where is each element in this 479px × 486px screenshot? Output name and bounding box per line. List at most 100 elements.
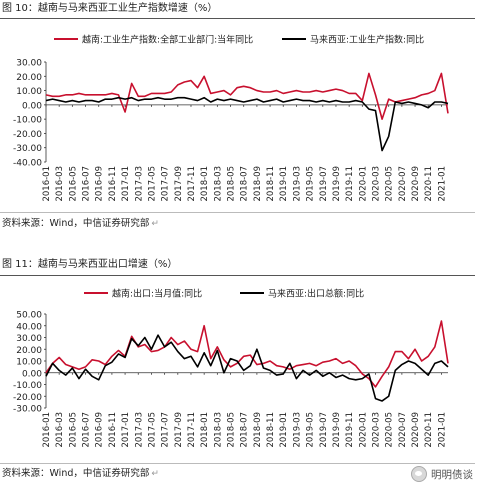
x-tick-label: 2017-07 <box>161 412 171 448</box>
figure-10-source-text: 资料来源：Wind，中信证券研究部 <box>2 218 150 229</box>
x-tick-label: 2017-07 <box>161 166 171 202</box>
x-tick-label: 2018-07 <box>240 412 250 448</box>
wechat-logo-icon <box>411 466 427 482</box>
figure-10-source-rule <box>0 212 475 213</box>
y-tick-label: -10.00 <box>13 381 42 391</box>
x-tick-label: 2018-03 <box>213 412 223 448</box>
x-tick-label: 2017-11 <box>187 166 197 202</box>
x-tick-label: 2018-03 <box>213 166 223 202</box>
x-tick-label: 2019-11 <box>345 412 355 448</box>
series-line-1 <box>45 334 449 402</box>
x-tick-label: 2016-05 <box>68 412 78 448</box>
x-tick-label: 2019-07 <box>319 166 329 202</box>
x-tick-label: 2016-03 <box>55 412 65 448</box>
x-tick-label: 2016-05 <box>68 166 78 202</box>
watermark: 明明债谈 <box>411 466 473 482</box>
x-tick-label: 2020-05 <box>385 166 395 202</box>
x-tick-label: 2016-09 <box>95 166 105 202</box>
x-tick-label: 2016-09 <box>95 412 105 448</box>
x-tick-label: 2019-01 <box>279 166 289 202</box>
x-tick-label: 2019-03 <box>292 166 302 202</box>
figure-10-source: 资料来源：Wind，中信证券研究部 ↵ <box>2 217 159 231</box>
watermark-text: 明明债谈 <box>431 468 473 481</box>
y-tick-label: -40.00 <box>13 159 42 169</box>
x-tick-label: 2019-05 <box>306 412 316 448</box>
x-tick-label: 2017-09 <box>174 412 184 448</box>
series-line-0 <box>45 72 449 120</box>
x-tick-label: 2018-01 <box>200 166 210 202</box>
figure-10-title: 图 10：越南与马来西亚工业生产指数增速（%） <box>2 2 217 16</box>
y-tick-label: 0.00 <box>22 369 42 379</box>
y-tick-label: -20.00 <box>13 393 42 403</box>
x-tick-label: 2017-11 <box>187 412 197 448</box>
x-tick-label: 2017-01 <box>121 166 131 202</box>
legend-label-0: 越南:工业生产指数:全部工业部门:当年同比 <box>82 34 253 46</box>
figure-10-title-text: 图 10：越南与马来西亚工业生产指数增速（%） <box>2 3 218 14</box>
series-line-0 <box>45 320 449 388</box>
y-tick-label: -30.00 <box>13 405 42 415</box>
y-tick-label: 50.00 <box>16 311 42 321</box>
x-tick-label: 2020-09 <box>411 166 421 202</box>
x-tick-label: 2018-01 <box>200 412 210 448</box>
figure-11-source-rule <box>0 463 475 464</box>
figure-11-title-text: 图 11：越南与马来西亚出口增速（%） <box>2 259 178 270</box>
figure-11-source: 资料来源：Wind，中信证券研究部 ↵ <box>2 467 159 481</box>
figure-11-title-rule <box>0 275 475 276</box>
x-tick-label: 2020-09 <box>411 412 421 448</box>
figure-10-title-rule <box>0 18 475 19</box>
x-tick-label: 2019-09 <box>332 166 342 202</box>
x-tick-label: 2020-11 <box>424 166 434 202</box>
x-tick-label: 2020-03 <box>372 412 382 448</box>
series-line-1 <box>45 96 449 152</box>
x-tick-label: 2019-11 <box>345 166 355 202</box>
legend-label-1: 马来西亚:工业生产指数:同比 <box>310 34 424 46</box>
y-tick-label: -10.00 <box>13 116 42 126</box>
legend-label-1: 马来西亚:出口总额:同比 <box>268 288 364 300</box>
x-tick-label: 2018-07 <box>240 166 250 202</box>
y-tick-label: 0.00 <box>22 101 42 111</box>
x-tick-label: 2018-09 <box>253 412 263 448</box>
x-tick-label: 2016-01 <box>42 412 52 448</box>
x-tick-label: 2017-01 <box>121 412 131 448</box>
y-tick-label: 20.00 <box>16 73 42 83</box>
x-tick-label: 2020-05 <box>385 412 395 448</box>
x-tick-label: 2020-01 <box>358 412 368 448</box>
x-tick-label: 2016-01 <box>42 166 52 202</box>
x-tick-label: 2017-05 <box>147 166 157 202</box>
x-tick-label: 2020-07 <box>398 412 408 448</box>
x-tick-label: 2017-05 <box>147 412 157 448</box>
x-tick-label: 2016-11 <box>108 412 118 448</box>
x-tick-label: 2016-11 <box>108 166 118 202</box>
x-tick-label: 2018-09 <box>253 166 263 202</box>
y-tick-label: 10.00 <box>16 358 42 368</box>
y-tick-label: 20.00 <box>16 346 42 356</box>
x-tick-label: 2016-03 <box>55 166 65 202</box>
return-mark-icon: ↵ <box>151 469 159 479</box>
x-tick-label: 2019-09 <box>332 412 342 448</box>
x-tick-label: 2019-05 <box>306 166 316 202</box>
x-tick-label: 2018-05 <box>227 412 237 448</box>
x-tick-label: 2020-01 <box>358 166 368 202</box>
x-tick-label: 2021-01 <box>437 166 447 202</box>
y-tick-label: -30.00 <box>13 144 42 154</box>
x-tick-label: 2019-03 <box>292 412 302 448</box>
x-tick-label: 2018-05 <box>227 166 237 202</box>
x-tick-label: 2016-07 <box>82 412 92 448</box>
x-tick-label: 2019-01 <box>279 412 289 448</box>
legend-label-0: 越南:出口:当月值:同比 <box>112 288 202 300</box>
x-tick-label: 2018-11 <box>266 166 276 202</box>
x-tick-label: 2017-03 <box>134 412 144 448</box>
x-tick-label: 2016-07 <box>82 166 92 202</box>
return-mark-icon: ↵ <box>151 219 159 229</box>
x-tick-label: 2017-09 <box>174 166 184 202</box>
x-tick-label: 2020-11 <box>424 412 434 448</box>
x-tick-label: 2021-01 <box>437 412 447 448</box>
x-tick-label: 2020-07 <box>398 166 408 202</box>
figure-11-title: 图 11：越南与马来西亚出口增速（%） <box>2 258 177 272</box>
y-tick-label: -20.00 <box>13 130 42 140</box>
y-tick-label: 10.00 <box>16 87 42 97</box>
y-tick-label: 30.00 <box>16 59 42 69</box>
x-tick-label: 2019-07 <box>319 412 329 448</box>
y-tick-label: 30.00 <box>16 334 42 344</box>
